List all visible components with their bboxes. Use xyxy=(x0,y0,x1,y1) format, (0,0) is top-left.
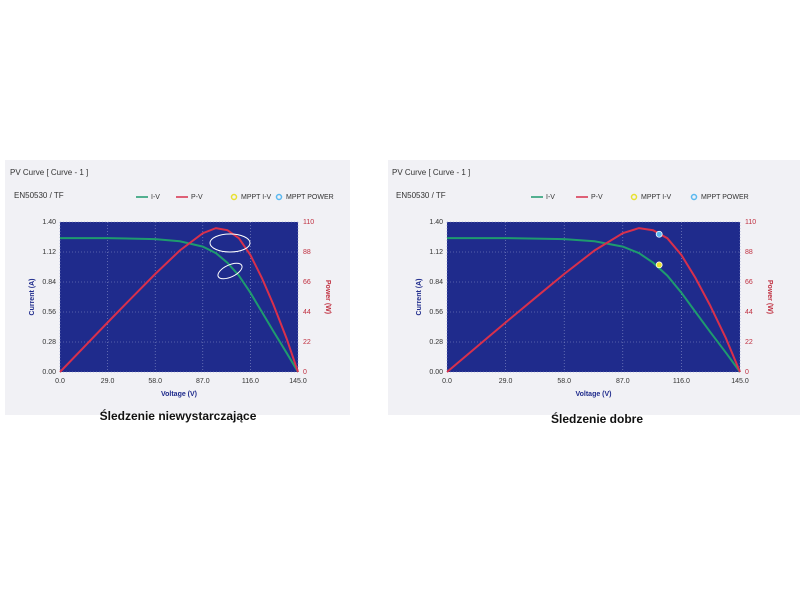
plot-area xyxy=(447,222,740,372)
x-tick-label: 116.0 xyxy=(242,378,259,385)
legend-marker xyxy=(230,193,238,201)
mppt-point xyxy=(655,261,663,269)
y2-tick-label: 110 xyxy=(303,219,314,226)
y2-tick-label: 22 xyxy=(745,339,753,346)
y2-tick-label: 66 xyxy=(303,279,311,286)
x-tick-label: 0.0 xyxy=(442,378,452,385)
y-tick-label: 1.40 xyxy=(42,219,56,226)
x-tick-label: 87.0 xyxy=(616,378,630,385)
x-axis-label: Voltage (V) xyxy=(575,391,611,398)
y-tick-label: 0.56 xyxy=(429,309,443,316)
legend-label: I-V xyxy=(151,194,160,201)
y2-axis-label: Power (W) xyxy=(766,280,773,314)
y-tick-label: 1.40 xyxy=(429,219,443,226)
x-tick-label: 29.0 xyxy=(101,378,115,385)
y-tick-label: 0.28 xyxy=(429,339,443,346)
window-title: PV Curve [ Curve - 1 ] xyxy=(10,168,88,177)
subtitle: EN50530 / TF xyxy=(14,191,64,200)
x-tick-label: 116.0 xyxy=(673,378,690,385)
mppt-point xyxy=(655,230,663,238)
legend-label: P-V xyxy=(191,194,203,201)
legend-marker xyxy=(275,193,283,201)
subtitle: EN50530 / TF xyxy=(396,191,446,200)
legend-label: MPPT I-V xyxy=(241,194,272,201)
legend-marker xyxy=(690,193,698,201)
y2-tick-label: 0 xyxy=(745,369,749,376)
annotation-ellipse xyxy=(209,233,251,253)
y2-axis-label: Power (W) xyxy=(324,280,331,314)
series-line xyxy=(60,237,299,373)
y-tick-label: 0.84 xyxy=(42,279,56,286)
y2-tick-label: 44 xyxy=(303,309,311,316)
series-line xyxy=(447,237,741,373)
y2-tick-label: 22 xyxy=(303,339,311,346)
x-tick-label: 58.0 xyxy=(148,378,162,385)
y2-tick-label: 66 xyxy=(745,279,753,286)
annotation-ellipse xyxy=(217,262,243,280)
y-axis-label: Current (A) xyxy=(29,279,36,316)
legend-label: MPPT I-V xyxy=(641,194,672,201)
legend-label: I-V xyxy=(546,194,555,201)
legend-marker xyxy=(630,193,638,201)
series-line xyxy=(59,227,299,373)
x-tick-label: 0.0 xyxy=(55,378,65,385)
caption: Śledzenie niewystarczające xyxy=(100,408,257,423)
y-tick-label: 1.12 xyxy=(429,249,443,256)
y-axis-label: Current (A) xyxy=(416,279,423,316)
y2-tick-label: 110 xyxy=(745,219,756,226)
y2-tick-label: 88 xyxy=(303,249,311,256)
y-tick-label: 0.84 xyxy=(429,279,443,286)
y2-tick-label: 44 xyxy=(745,309,753,316)
legend-label: P-V xyxy=(591,194,603,201)
x-tick-label: 58.0 xyxy=(557,378,571,385)
x-tick-label: 145.0 xyxy=(731,378,749,385)
y-tick-label: 0.56 xyxy=(42,309,56,316)
x-tick-label: 145.0 xyxy=(289,378,307,385)
legend-label: MPPT POWER xyxy=(701,194,749,201)
window-title: PV Curve [ Curve - 1 ] xyxy=(392,168,470,177)
x-tick-label: 87.0 xyxy=(196,378,210,385)
x-axis-label: Voltage (V) xyxy=(161,391,197,398)
y-tick-label: 0.00 xyxy=(42,369,56,376)
caption: Śledzenie dobre xyxy=(551,411,643,426)
y2-tick-label: 88 xyxy=(745,249,753,256)
legend-label: MPPT POWER xyxy=(286,194,334,201)
y-tick-label: 0.28 xyxy=(42,339,56,346)
series-line xyxy=(446,227,741,373)
y-tick-label: 1.12 xyxy=(42,249,56,256)
y2-tick-label: 0 xyxy=(303,369,307,376)
y-tick-label: 0.00 xyxy=(429,369,443,376)
x-tick-label: 29.0 xyxy=(499,378,513,385)
plot-area xyxy=(60,222,298,372)
